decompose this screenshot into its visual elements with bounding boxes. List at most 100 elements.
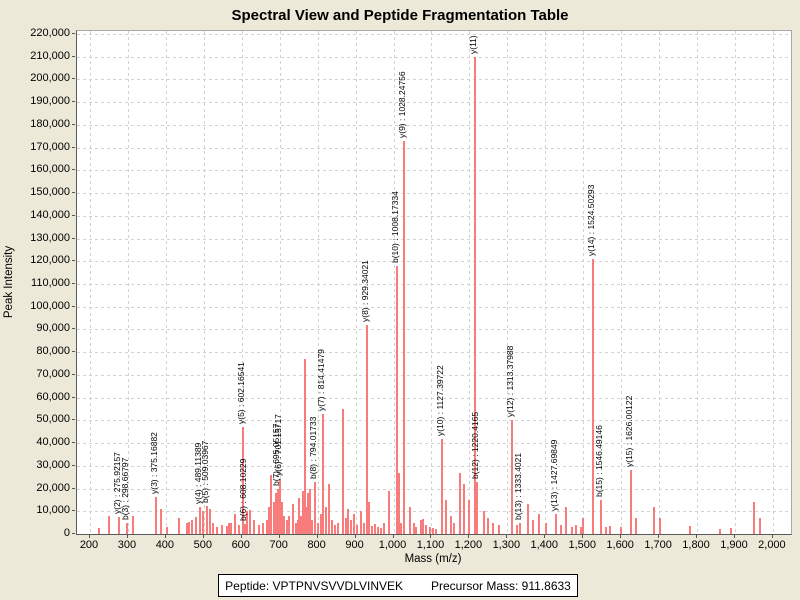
peak (362, 522, 365, 534)
x-axis-tick (278, 535, 280, 538)
y-tick-label: 90,000 (36, 322, 70, 335)
y-tick-label: 220,000 (30, 27, 70, 39)
peak (201, 511, 204, 534)
x-tick-label: 700 (269, 539, 288, 551)
y-axis-tick (72, 419, 75, 421)
peak (319, 513, 322, 534)
x-tick-label: 300 (117, 539, 137, 551)
peak (440, 438, 443, 534)
y-gridline (77, 397, 791, 399)
x-tick-label: 1,700 (644, 539, 672, 551)
y-axis-tick (72, 396, 75, 398)
peak (280, 502, 283, 534)
peak (379, 528, 382, 534)
y-gridline (77, 465, 791, 467)
peak (565, 506, 568, 534)
peak (347, 509, 350, 534)
peak (579, 527, 582, 534)
peak (468, 499, 471, 534)
peak (249, 510, 252, 534)
x-axis-tick (620, 535, 622, 538)
peak (689, 526, 692, 534)
peak (554, 513, 557, 534)
peak (431, 528, 434, 534)
x-gridline (772, 31, 774, 534)
x-gridline (583, 31, 585, 534)
peak (491, 522, 494, 534)
peak-label: b(3) : 298.66797 (120, 457, 131, 520)
peak (365, 324, 368, 534)
x-axis-tick (430, 535, 432, 538)
x-gridline (734, 31, 736, 534)
peak (227, 522, 230, 534)
peak (294, 522, 297, 534)
peak (303, 359, 306, 534)
peak-label: y(8) : 929.34021 (359, 260, 370, 322)
x-tick-label: 800 (307, 539, 326, 551)
peak (408, 506, 411, 534)
y-gridline (77, 306, 791, 308)
y-tick-label: 100,000 (30, 299, 70, 312)
x-tick-label: 200 (79, 539, 99, 551)
peak (225, 526, 228, 534)
y-axis-tick (72, 101, 75, 103)
peak (538, 513, 541, 534)
peak (730, 528, 733, 534)
peak (279, 479, 282, 534)
peak (324, 506, 327, 534)
x-tick-label: 500 (193, 539, 212, 551)
peak (718, 529, 721, 534)
y-gridline (77, 329, 791, 331)
peak (234, 513, 237, 534)
y-gridline (77, 488, 791, 490)
y-tick-label: 130,000 (30, 231, 70, 244)
peak (342, 409, 345, 534)
peak (422, 519, 425, 534)
peak (291, 504, 294, 534)
y-tick-label: 60,000 (36, 390, 70, 403)
peak (630, 470, 633, 534)
y-tick-label: 30,000 (36, 458, 70, 471)
y-axis-tick (72, 192, 75, 194)
peak (107, 515, 110, 534)
y-tick-label: 190,000 (30, 95, 70, 108)
peak (317, 522, 320, 534)
peak (269, 474, 272, 534)
peak (532, 520, 535, 534)
x-axis-tick (771, 535, 773, 538)
y-axis-tick (72, 169, 75, 171)
y-gridline (77, 124, 791, 126)
peak (268, 506, 271, 534)
peak (229, 522, 232, 534)
y-tick-label: 200,000 (30, 72, 70, 85)
x-axis-tick (696, 535, 698, 538)
x-gridline (393, 31, 395, 534)
peak (344, 518, 347, 534)
y-axis-tick (72, 442, 75, 444)
y-axis-tick (72, 55, 75, 57)
peak (166, 527, 169, 534)
peak (413, 522, 415, 534)
x-tick-label: 1,100 (416, 539, 445, 551)
peak (527, 504, 530, 534)
peak-label: b(13) : 1333.4021 (513, 452, 523, 520)
peak (449, 515, 452, 534)
peak (287, 515, 290, 534)
peak (216, 527, 219, 534)
y-tick-label: 40,000 (36, 436, 70, 449)
peak (314, 481, 317, 534)
x-gridline (469, 31, 471, 534)
peak-label: b(15) : 1546.49146 (593, 425, 604, 497)
x-axis-tick (202, 535, 204, 538)
precursor-mass-label: Precursor Mass: 911.8633 (431, 578, 571, 593)
peak (221, 524, 224, 534)
y-tick-label: 150,000 (30, 186, 70, 199)
x-axis-tick (544, 535, 546, 538)
x-gridline (241, 31, 243, 534)
peak (186, 522, 189, 534)
y-tick-label: 210,000 (30, 49, 70, 62)
peak-label: b(10) : 1008.17334 (389, 190, 400, 263)
peak (211, 522, 214, 534)
y-axis-tick (72, 260, 75, 262)
y-tick-label: 160,000 (30, 163, 70, 176)
